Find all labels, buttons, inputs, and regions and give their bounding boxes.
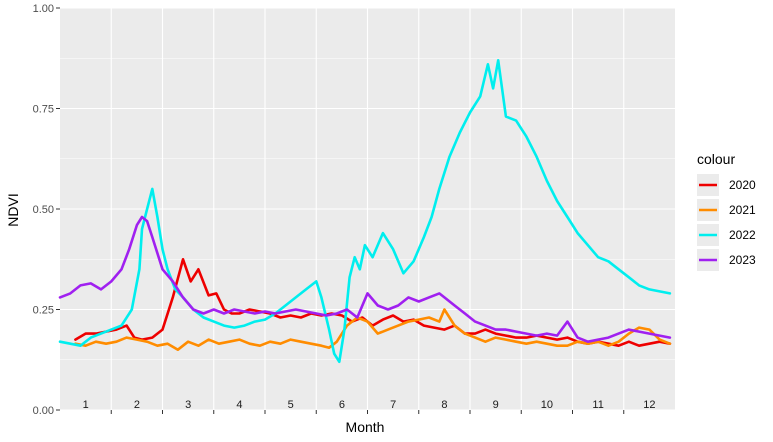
month-label: 10 — [541, 399, 553, 411]
month-label: 4 — [236, 399, 242, 411]
y-tick-label: 0.00 — [33, 405, 54, 417]
legend-label-2023: 2023 — [729, 253, 756, 267]
y-tick-label: 0.75 — [33, 104, 54, 116]
series-line-2023 — [58, 215, 672, 344]
month-label: 6 — [339, 399, 345, 411]
month-label: 3 — [185, 399, 191, 411]
y-axis-title: NDVI — [5, 193, 21, 226]
month-label: 2 — [134, 399, 140, 411]
y-tick-label: 0.25 — [33, 305, 54, 317]
month-label: 9 — [493, 399, 499, 411]
month-label: 11 — [592, 399, 603, 411]
legend-label-2020: 2020 — [729, 178, 756, 192]
month-label: 1 — [83, 399, 89, 411]
legend-label-2021: 2021 — [729, 203, 756, 217]
series-line-2020 — [74, 257, 672, 348]
month-label: 7 — [390, 399, 396, 411]
month-label: 5 — [288, 399, 294, 411]
series-line-2021 — [74, 308, 672, 352]
month-label: 12 — [643, 399, 655, 411]
series-line-2022 — [58, 58, 672, 364]
month-label: 8 — [441, 399, 447, 411]
y-tick-label: 1.00 — [33, 3, 54, 15]
legend-label-2022: 2022 — [729, 228, 756, 242]
x-axis-title: Month — [346, 419, 385, 435]
y-tick-label: 0.50 — [33, 204, 54, 216]
legend-title: colour — [697, 151, 735, 167]
